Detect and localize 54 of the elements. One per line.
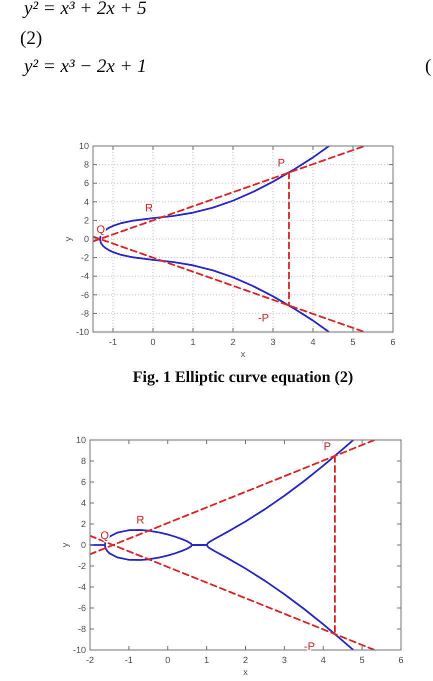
text: y² = x³ + 2x + 5 (22, 0, 147, 19)
y-tick-label: -6 (78, 603, 86, 613)
x-tick-label: 0 (150, 337, 156, 347)
y-axis-title: y (60, 542, 70, 548)
y-tick-label: 4 (84, 196, 89, 207)
y-tick-label: -8 (78, 624, 86, 634)
y-tick-label: -2 (80, 252, 89, 263)
x-tick-label: -1 (124, 655, 133, 665)
x-tick-label: 5 (360, 655, 365, 665)
y-tick-label: -2 (78, 561, 86, 571)
annotation: P (324, 440, 331, 453)
x-tick-label: 6 (390, 337, 396, 347)
y-tick-label: 0 (80, 540, 86, 550)
y-tick-label: -8 (80, 308, 89, 318)
y-tick-label: 4 (80, 498, 86, 508)
x-tick-label: 2 (230, 337, 236, 347)
text: Fig. 1 Elliptic curve equation (2) (132, 369, 354, 386)
y-tick-label: 8 (84, 160, 89, 170)
y-axis-title: y (63, 236, 73, 242)
y-tick-label: 8 (80, 456, 86, 466)
annotation: Q (100, 530, 110, 542)
x-tick-label: 2 (242, 655, 248, 665)
x-tick-label: 5 (350, 337, 356, 347)
y-tick-label: 2 (80, 519, 86, 529)
text: (2) (20, 28, 42, 49)
text: ( (425, 56, 432, 77)
annotation: R (136, 514, 144, 526)
annotation: R (145, 202, 154, 215)
x-tick-label: 1 (190, 337, 196, 347)
x-tick-label: 4 (320, 655, 326, 665)
x-tick-label: 0 (165, 655, 170, 665)
y-tick-label: -10 (76, 327, 89, 337)
x-tick-label: -1 (108, 337, 118, 347)
y-tick-label: 6 (84, 178, 89, 188)
y-tick-label: 10 (78, 141, 89, 151)
annotation: P (278, 158, 285, 170)
annotation: -P (258, 312, 269, 324)
y-tick-label: -10 (72, 645, 86, 655)
y-tick-label: -6 (80, 290, 89, 300)
y-tick-label: 2 (84, 215, 89, 226)
y-tick-label: 0 (84, 234, 89, 244)
y-tick-label: 10 (76, 435, 86, 445)
y-tick-label: 6 (80, 477, 86, 487)
x-axis-title: x (243, 667, 248, 677)
x-tick-label: 1 (204, 655, 210, 665)
x-tick-label: 3 (270, 337, 276, 347)
x-tick-label: 4 (310, 337, 316, 347)
text: y² = x³ − 2x + 1 (22, 56, 147, 77)
x-axis-title: x (240, 349, 246, 359)
y-tick-label: -4 (78, 582, 86, 592)
x-tick-label: 6 (398, 655, 404, 665)
x-tick-label: 3 (282, 655, 287, 665)
annotation: Q (96, 224, 106, 236)
y-tick-label: -4 (80, 271, 89, 282)
